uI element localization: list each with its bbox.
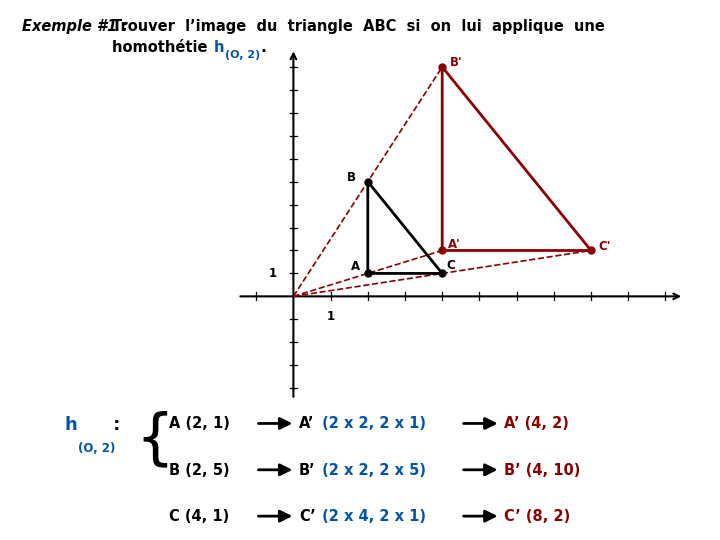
Text: C’ (8, 2): C’ (8, 2): [504, 509, 570, 524]
Text: .: .: [256, 40, 267, 56]
Text: (2 x 2, 2 x 5): (2 x 2, 2 x 5): [317, 463, 426, 478]
Text: h: h: [214, 40, 225, 56]
Text: (O, 2): (O, 2): [78, 442, 115, 455]
Text: A': A': [448, 238, 461, 251]
Text: (O, 2): (O, 2): [225, 50, 261, 60]
Text: B (2, 5): B (2, 5): [169, 463, 230, 478]
Text: Trouver  l’image  du  triangle  ABC  si  on  lui  applique  une: Trouver l’image du triangle ABC si on lu…: [112, 19, 605, 34]
Text: homothétie: homothétie: [112, 40, 212, 56]
Text: A’ (4, 2): A’ (4, 2): [504, 416, 569, 431]
Text: {: {: [135, 411, 174, 470]
Text: Exemple #1 :: Exemple #1 :: [22, 19, 133, 34]
Text: (2 x 4, 2 x 1): (2 x 4, 2 x 1): [317, 509, 426, 524]
Text: h: h: [65, 416, 78, 435]
Text: :: :: [107, 416, 126, 435]
Text: B': B': [449, 56, 462, 69]
Text: B’ (4, 10): B’ (4, 10): [504, 463, 580, 478]
Text: C: C: [446, 259, 454, 272]
Text: C’: C’: [299, 509, 315, 524]
Text: B’: B’: [299, 463, 315, 478]
Text: B: B: [347, 171, 356, 184]
Text: C (4, 1): C (4, 1): [169, 509, 230, 524]
Text: (2 x 2, 2 x 1): (2 x 2, 2 x 1): [317, 416, 426, 431]
Text: 1: 1: [327, 310, 335, 323]
Text: 1: 1: [269, 267, 277, 280]
Text: A: A: [351, 260, 360, 273]
Text: A (2, 1): A (2, 1): [169, 416, 230, 431]
Text: C': C': [598, 240, 611, 253]
Text: A’: A’: [299, 416, 315, 431]
